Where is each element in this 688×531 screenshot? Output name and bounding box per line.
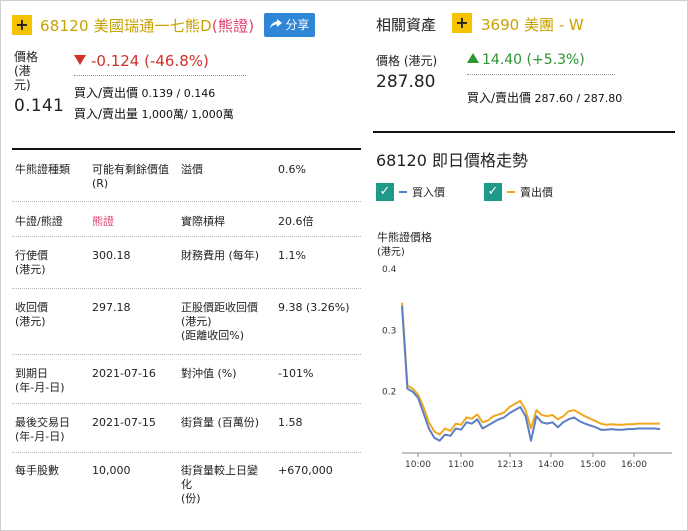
related-price-block: 價格 (港元) 287.80 [376,52,437,92]
section-divider-left [12,148,361,150]
checkbox-checked-icon[interactable]: ✓ [376,183,394,201]
y-tick-label: 0.4 [382,265,397,275]
x-tick-label: 11:00 [448,460,474,470]
attr-key: 對沖值 (%) [181,367,237,380]
attr-key: 實際槓桿 [181,215,225,228]
series-lines [401,302,661,442]
ask-line-swatch [507,191,515,193]
table-row: 牛熊證種類 可能有剩餘價值 (R) 溢價 0.6% [12,150,361,202]
legend-ask-label: 賣出價 [520,186,553,199]
warrant-header: + 68120 美國瑞通一七熊D(熊證) 分享 [12,13,316,37]
y-axis-label: 牛熊證價格 [377,231,432,244]
price-change-value: -0.124 (-46.8%) [91,52,209,70]
related-add-watchlist-button[interactable]: + [452,13,472,33]
checkbox-checked-icon[interactable]: ✓ [484,183,502,201]
change-area: -0.124 (-46.8%) 買入/賣出價 0.139 / 0.146 買入/… [74,52,246,122]
x-tick-label: 14:00 [538,460,564,470]
table-row: 到期日 (年-月-日) 2021-07-16 對沖值 (%) -101% [12,355,361,404]
attr-key: 牛證/熊證 [15,215,63,228]
attr-key: 最後交易日 (年-月-日) [15,416,70,443]
attr-key: 溢價 [181,163,203,176]
attr-key: 街貨量 (百萬份) [181,416,260,429]
attr-key: 牛熊證種類 [15,163,70,176]
attr-value: 1.1% [278,249,306,262]
table-row: 行使價 (港元) 300.18 財務費用 (每年) 1.1% [12,237,361,289]
related-bid-ask-label: 買入/賣出價 [467,91,532,105]
x-tick-label: 16:00 [621,460,647,470]
x-tick-label: 12:13 [497,460,523,470]
down-arrow-icon [74,55,86,65]
x-tick-label: 15:00 [580,460,606,470]
table-row: 最後交易日 (年-月-日) 2021-07-15 街貨量 (百萬份) 1.58 [12,404,361,453]
chart-y-axis-title: 牛熊證價格 (港元) [377,230,432,260]
bid-ask-value: 0.139 / 0.146 [141,87,216,100]
table-row: 每手股數 10,000 街貨量較上日變 化 (份) +670,000 [12,453,361,523]
bid-price-line [401,305,661,442]
y-axis: 0.4 0.3 0.2 [382,265,397,398]
share-button[interactable]: 分享 [264,13,316,37]
attr-value: +670,000 [278,464,333,477]
related-asset-name[interactable]: 3690 美團 - W [481,16,584,34]
attr-value: 可能有剩餘價值 (R) [92,163,169,190]
share-label: 分享 [285,18,310,32]
attr-key: 每手股數 [15,464,59,477]
intraday-chart-title: 68120 即日價格走勢 [376,151,528,170]
y-tick-label: 0.2 [382,388,396,398]
attr-value: 20.6倍 [278,215,314,228]
y-axis-unit: (港元) [377,247,405,258]
price-label: 價格 (港 元) [14,50,39,92]
attr-value: 10,000 [92,464,131,477]
table-row: 收回價 (港元) 297.18 正股價距收回價 (港元) (距離收回%) 9.3… [12,289,361,355]
related-change-value: 14.40 (+5.3%) [482,52,585,68]
related-price-value: 287.80 [376,72,436,92]
related-asset-title: 相關資產 [376,16,437,34]
table-row: 牛證/熊證 熊證 實際槓桿 20.6倍 [12,202,361,237]
bid-ask-volume: 買入/賣出量 1,000萬/ 1,000萬 [74,105,246,122]
bid-ask-label: 買入/賣出價 [74,86,139,100]
attr-value: 0.6% [278,163,306,176]
attr-value: 297.18 [92,301,131,314]
bid-line-swatch [399,191,407,193]
price-value: 0.141 [14,96,65,116]
attr-value: 300.18 [92,249,131,262]
legend-ask-toggle[interactable]: ✓ 賣出價 [484,183,553,201]
section-divider-right [373,131,675,133]
price-block: 價格 (港 元) 0.141 [14,50,68,116]
attr-value: 9.38 (3.26%) [278,301,350,314]
related-bid-ask-value: 287.60 / 287.80 [534,92,623,105]
related-price-change: 14.40 (+5.3%) [467,52,615,75]
attr-value: 熊證 [92,215,114,228]
related-bid-ask: 買入/賣出價 287.60 / 287.80 [467,89,622,106]
x-axis: 10:00 11:00 12:13 14:00 15:00 16:00 [402,452,672,470]
add-watchlist-button[interactable]: + [12,15,32,35]
bid-ask-volume-label: 買入/賣出量 [74,107,139,121]
attr-key: 街貨量較上日變 化 (份) [181,464,258,505]
warrant-title[interactable]: 68120 美國瑞通一七熊D(熊證) [40,15,254,36]
ask-price-line [401,302,660,436]
warrant-attributes-table: 牛熊證種類 可能有剩餘價值 (R) 溢價 0.6% 牛證/熊證 熊證 實際槓桿 … [12,150,361,523]
legend-bid-toggle[interactable]: ✓ 買入價 [376,183,445,201]
warrant-code-name: 68120 美國瑞通一七熊D [40,16,212,35]
bid-ask-volume-value: 1,000萬/ 1,000萬 [141,108,234,121]
attr-value: 1.58 [278,416,303,429]
attr-key: 正股價距收回價 (港元) (距離收回%) [181,301,258,342]
share-arrow-icon [270,13,283,37]
attr-key: 到期日 (年-月-日) [15,367,65,394]
attr-value: 2021-07-16 [92,367,156,380]
bid-ask-price: 買入/賣出價 0.139 / 0.146 [74,84,246,101]
warrant-type-label: (熊證) [211,16,255,35]
x-tick-label: 10:00 [405,460,431,470]
attr-value: -101% [278,367,314,380]
intraday-price-chart: 0.4 0.3 0.2 10:00 11:00 12:13 14:00 15:00 16:00 [382,265,672,470]
legend-bid-label: 買入價 [412,186,445,199]
attr-value: 2021-07-15 [92,416,156,429]
related-price-label: 價格 (港元) [376,54,438,68]
attr-key: 財務費用 (每年) [181,249,260,262]
attr-key: 收回價 (港元) [15,301,48,328]
attr-key: 行使價 (港元) [15,249,48,276]
price-change: -0.124 (-46.8%) [74,52,246,76]
up-arrow-icon [467,53,479,63]
y-tick-label: 0.3 [382,326,396,336]
